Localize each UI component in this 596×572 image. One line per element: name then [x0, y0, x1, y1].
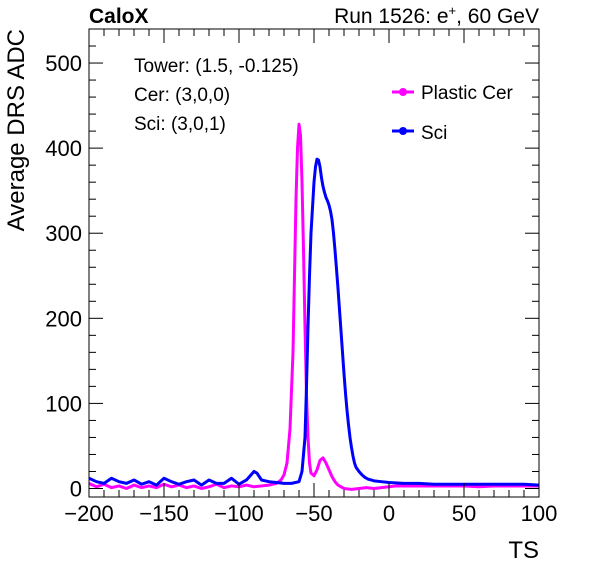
- header-right-sup: +: [449, 3, 457, 18]
- x-tick-label: −150: [139, 501, 189, 526]
- series-line-sci: [88, 157, 540, 487]
- series-line-plastic-cer: [88, 122, 539, 491]
- x-axis-title: TS: [508, 537, 539, 564]
- x-tick-label: 0: [383, 501, 395, 526]
- legend: Plastic Cer Sci: [392, 83, 514, 144]
- y-tick-label: 0: [70, 476, 82, 501]
- x-tick-label: −200: [64, 501, 114, 526]
- y-tick-label: 400: [45, 136, 82, 161]
- legend-label-sci: Sci: [421, 123, 447, 144]
- y-tick-label: 500: [45, 51, 82, 76]
- x-tick-label: 50: [452, 501, 476, 526]
- legend-label-plastic-cer: Plastic Cer: [421, 83, 514, 104]
- series-layer: [88, 122, 540, 491]
- x-tick-label: −100: [214, 501, 264, 526]
- header-right-prefix: Run 1526: e: [334, 5, 448, 28]
- header-right: Run 1526: e+, 60 GeV: [334, 3, 539, 28]
- y-tick-label: 100: [45, 391, 82, 416]
- annotation-cer: Cer: (3,0,0): [134, 85, 230, 106]
- y-tick-label: 300: [45, 221, 82, 246]
- header-left: CaloX: [89, 5, 149, 28]
- y-tick-label: 200: [45, 306, 82, 331]
- x-tick-label: 100: [521, 501, 558, 526]
- legend-marker-sci: [399, 127, 407, 135]
- legend-marker-plastic-cer: [399, 88, 407, 96]
- annotation-sci: Sci: (3,0,1): [134, 114, 226, 135]
- y-axis-title: Average DRS ADC: [3, 29, 30, 231]
- header-right-suffix: , 60 GeV: [456, 5, 539, 28]
- annotation-tower: Tower: (1.5, -0.125): [134, 56, 299, 77]
- x-tick-label: −50: [295, 501, 332, 526]
- tick-layer: −200 −150 −100 −50 0 50 100 0 100 200 300 400 500: [45, 28, 558, 526]
